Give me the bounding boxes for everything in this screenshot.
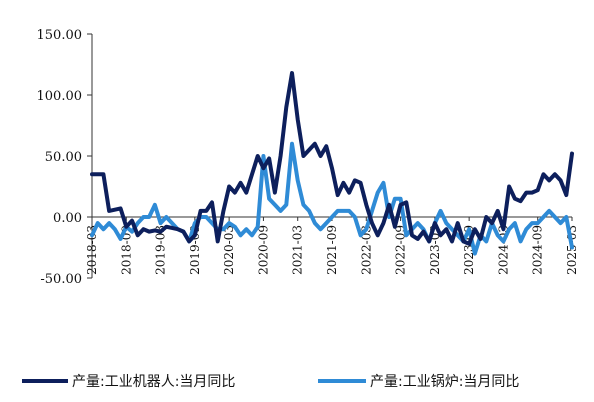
x-tick-label: 2021-03 [291,225,305,275]
legend-label: 产量:工业机器人:当月同比 [72,374,235,390]
series-line-industrial-robot [90,71,574,246]
x-tick-label: 2022-09 [394,225,408,275]
x-tick-label: 2019-03 [154,225,168,275]
y-axis: -50.00 0.00 50.00 100.00 150.00 [37,28,93,287]
y-tick-label: 0.00 [53,211,82,226]
y-tick-label: -50.00 [40,272,82,287]
y-tick-label: 100.00 [37,89,83,104]
x-tick-label: 2021-09 [325,225,339,275]
x-tick-label: 2025-03 [565,225,579,275]
x-tick-label: 2024-09 [531,225,545,275]
x-tick-label: 2022-03 [359,225,373,275]
x-tick-label: 2020-03 [222,225,236,275]
legend: 产量:工业机器人:当月同比 产量:工业锅炉:当月同比 [22,374,519,390]
x-tick-label: 2020-09 [256,225,270,275]
y-tick-label: 150.00 [37,28,83,43]
x-tick-label: 2018-03 [85,225,99,275]
series-layer [90,71,574,256]
legend-label: 产量:工业锅炉:当月同比 [370,374,519,390]
y-tick-label: 50.00 [45,150,82,165]
